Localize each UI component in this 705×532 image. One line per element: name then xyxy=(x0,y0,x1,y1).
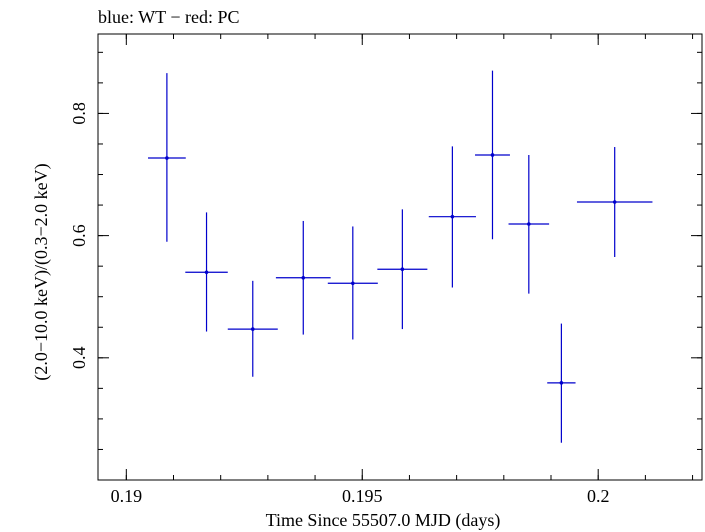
data-point xyxy=(377,209,428,330)
data-marker xyxy=(301,275,306,280)
x-axis-tick-labels: 0.19 0.195 0.2 xyxy=(111,486,610,506)
x-tick-label: 0.195 xyxy=(342,486,383,506)
data-marker xyxy=(612,200,617,204)
x-tick-label: 0.2 xyxy=(587,486,610,506)
data-series xyxy=(148,70,653,443)
data-marker xyxy=(400,267,405,272)
data-marker xyxy=(490,153,495,157)
data-marker xyxy=(527,222,531,226)
data-point xyxy=(475,70,510,240)
x-tick-label: 0.19 xyxy=(111,486,143,506)
x-axis-label: Time Since 55507.0 MJD (days) xyxy=(266,510,501,531)
plot-frame xyxy=(97,33,703,481)
y-tick-label: 0.6 xyxy=(69,224,89,247)
x-axis-ticks xyxy=(125,34,694,480)
data-point xyxy=(508,154,550,294)
data-point xyxy=(148,73,186,242)
data-marker xyxy=(165,156,169,160)
data-marker xyxy=(351,281,355,286)
data-marker xyxy=(559,381,564,385)
y-tick-label: 0.8 xyxy=(69,102,89,125)
data-point xyxy=(547,323,576,443)
data-point xyxy=(327,226,378,340)
chart-title: blue: WT − red: PC xyxy=(98,7,239,27)
y-tick-label: 0.4 xyxy=(69,347,89,370)
data-marker xyxy=(450,214,455,219)
data-marker xyxy=(204,270,209,275)
y-axis-ticks xyxy=(98,51,702,481)
data-point xyxy=(428,146,476,288)
y-axis-tick-labels: 0.4 0.6 0.8 xyxy=(69,102,89,369)
data-point xyxy=(576,147,653,257)
data-point xyxy=(275,220,331,335)
data-point xyxy=(185,212,228,332)
y-axis-label: (2.0−10.0 keV)/(0.3−2.0 keV) xyxy=(31,163,52,380)
data-point xyxy=(227,280,278,377)
data-marker xyxy=(250,327,255,331)
